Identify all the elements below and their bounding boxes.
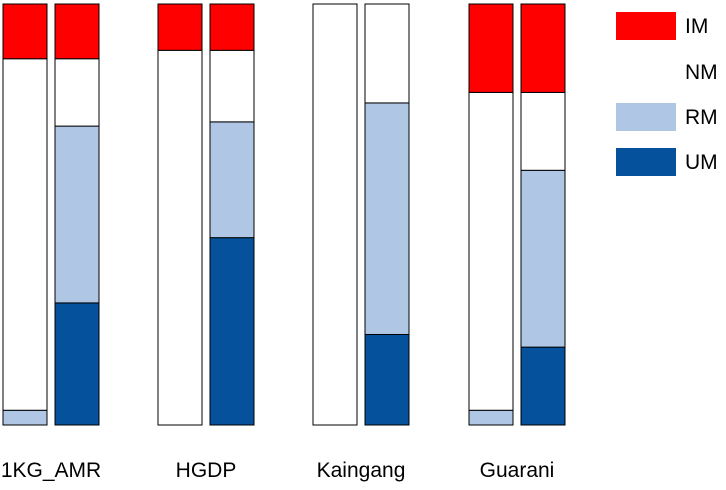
bar-segment-im-g4-b1 xyxy=(468,3,514,93)
group-label: 1KG_AMR xyxy=(1,459,101,482)
legend-label-im: IM xyxy=(685,15,708,38)
group-labels: 1KG_AMR HGDP Kaingang Guarani xyxy=(1,459,555,482)
legend-swatch-um xyxy=(616,148,676,176)
bar-segment-rm-g4-b1 xyxy=(468,409,514,426)
bar-segment-nm-g1-b2 xyxy=(54,58,100,127)
bar-segment-im-g2-b2 xyxy=(209,3,255,51)
bar-segment-rm-g1-b2 xyxy=(54,125,100,304)
legend-label-um: UM xyxy=(685,151,718,174)
bar-segment-nm-g4-b2 xyxy=(520,91,566,171)
legend: IM NM RM UM xyxy=(616,12,718,176)
bar-segment-nm-g2-b2 xyxy=(209,49,255,123)
bar-segment-um-g4-b2 xyxy=(520,346,566,426)
group-label: Guarani xyxy=(480,459,555,482)
bar-segment-nm-g4-b1 xyxy=(468,91,514,411)
bar-segment-im-g2-b1 xyxy=(157,3,203,51)
bar-segment-nm-g3-b2 xyxy=(364,3,410,104)
bar-segment-nm-g3-b1 xyxy=(312,3,358,426)
bars-layer xyxy=(2,3,566,426)
group-label: HGDP xyxy=(176,459,237,482)
bar-segment-rm-g4-b2 xyxy=(520,169,566,348)
bar-segment-im-g1-b2 xyxy=(54,3,100,60)
bar-segment-im-g4-b2 xyxy=(520,3,566,93)
legend-swatch-rm xyxy=(616,103,676,131)
bar-segment-um-g2-b2 xyxy=(209,237,255,426)
legend-swatch-im xyxy=(616,12,676,40)
bar-segment-im-g1-b1 xyxy=(2,3,48,60)
bar-segment-um-g3-b2 xyxy=(364,333,410,426)
legend-label-nm: NM xyxy=(685,61,718,84)
legend-label-rm: RM xyxy=(685,106,718,129)
legend-swatch-nm xyxy=(616,58,676,86)
bar-segment-um-g1-b2 xyxy=(54,302,100,426)
bar-segment-nm-g2-b1 xyxy=(157,49,203,426)
bar-segment-nm-g1-b1 xyxy=(2,58,48,411)
bar-segment-rm-g1-b1 xyxy=(2,409,48,426)
bar-segment-rm-g2-b2 xyxy=(209,121,255,239)
group-label: Kaingang xyxy=(317,459,406,482)
bar-segment-rm-g3-b2 xyxy=(364,102,410,335)
